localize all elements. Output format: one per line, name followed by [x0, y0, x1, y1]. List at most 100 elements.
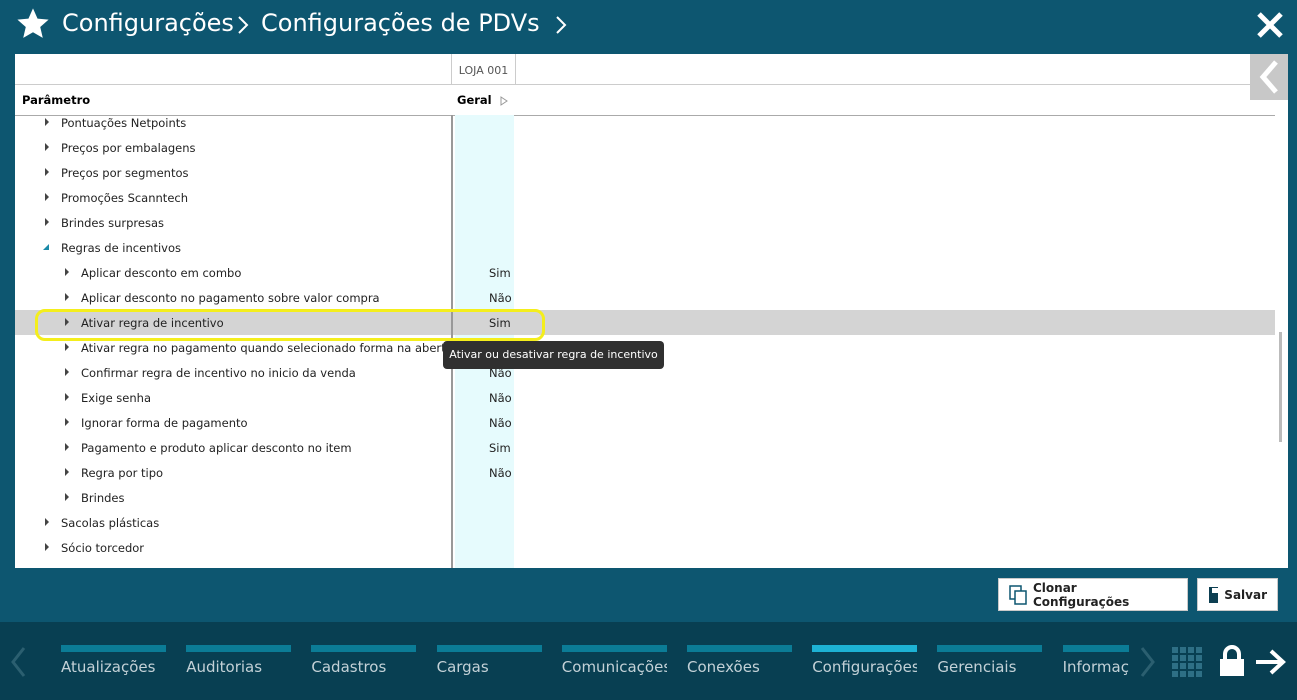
nav-prev[interactable] [8, 646, 28, 678]
tree-row[interactable]: Sacolas plásticas [15, 510, 1275, 535]
expand-arrow[interactable] [63, 367, 71, 377]
tree-row[interactable]: Aplicar desconto em combo Sim [15, 260, 1275, 285]
expand-arrow[interactable] [43, 517, 51, 527]
tab-label: Cadastros [311, 658, 387, 676]
expand-arrow[interactable] [43, 142, 51, 152]
expand-arrow[interactable] [63, 492, 71, 502]
collapse-button[interactable] [1250, 54, 1288, 100]
expand-arrow[interactable] [43, 192, 51, 202]
tree-row[interactable]: Preços por embalagens [15, 135, 1275, 160]
row-value[interactable]: Não [489, 391, 512, 405]
nav-tab[interactable]: Conexões [687, 645, 792, 676]
value-header[interactable]: Geral [457, 93, 492, 107]
expand-arrow[interactable] [63, 267, 71, 277]
expand-arrow[interactable] [63, 442, 71, 452]
row-label: Sócio torcedor [61, 541, 145, 555]
expand-arrow[interactable] [43, 243, 51, 251]
expand-arrow[interactable] [43, 217, 51, 227]
row-value[interactable]: Não [489, 416, 512, 430]
tree-row[interactable]: Promoções Scanntech [15, 185, 1275, 210]
tab-label: Conexões [687, 658, 760, 676]
tab-bar [61, 645, 166, 652]
tree-row[interactable]: Ignorar forma de pagamento Não [15, 410, 1275, 435]
tree-row[interactable]: Regra por tipo Não [15, 460, 1275, 485]
clone-label: Clonar Configurações [1032, 580, 1130, 609]
nav-tab[interactable]: Atualizações [61, 645, 166, 676]
lock-icon[interactable] [1218, 644, 1246, 678]
row-value[interactable]: Não [489, 291, 512, 305]
tree-row[interactable]: Confirmar regra de incentivo no inicio d… [15, 360, 1275, 385]
row-label: Ignorar forma de pagamento [81, 416, 248, 430]
close-button[interactable] [1256, 11, 1284, 39]
nav-tab[interactable]: Cargas [436, 645, 542, 676]
row-label: Preços por embalagens [61, 141, 196, 155]
tree-row[interactable]: Pagamento e produto aplicar desconto no … [15, 435, 1275, 460]
expand-arrow[interactable] [63, 292, 71, 302]
row-label: Pagamento e produto aplicar desconto no … [81, 441, 352, 455]
breadcrumb-item[interactable]: Configurações [62, 9, 234, 37]
tab-label: Configurações [812, 658, 918, 676]
tab-label: Atualizações [61, 658, 156, 676]
collapse-icon [1259, 60, 1278, 94]
clone-button[interactable]: Clonar Configurações [998, 578, 1188, 611]
tree-row[interactable]: Sócio torcedor [15, 535, 1275, 560]
row-label: Regras de incentivos [61, 241, 182, 255]
row-label: Ativar regra de incentivo [81, 316, 224, 330]
nav-tab[interactable]: Cadastros [311, 645, 417, 676]
tree-row[interactable]: Regras de incentivos [15, 235, 1275, 260]
tree-row[interactable]: Preços por segmentos [15, 160, 1275, 185]
nav-tab[interactable]: Comunicações [561, 645, 667, 676]
expand-arrow[interactable] [63, 467, 71, 477]
param-header[interactable]: Parâmetro [22, 93, 91, 107]
row-label: Preços por segmentos [61, 166, 189, 180]
clone-icon [1009, 584, 1027, 605]
row-label: Confirmar regra de incentivo no inicio d… [81, 366, 356, 380]
tab-label: Informaç [1062, 658, 1129, 676]
expand-arrow[interactable] [43, 167, 51, 177]
header: Configurações Configurações de PDVs [0, 0, 1297, 50]
tree-row[interactable]: Brindes surpresas [15, 210, 1275, 235]
save-button[interactable]: Salvar [1197, 578, 1278, 611]
nav-tab[interactable]: Auditorias [186, 645, 292, 676]
expand-arrow[interactable] [43, 117, 51, 127]
logout-icon[interactable] [1254, 649, 1288, 675]
expand-arrow[interactable] [43, 542, 51, 552]
nav-tab[interactable]: Informaç [1062, 645, 1129, 676]
sort-icon [500, 96, 508, 106]
nav-tab[interactable]: Gerenciais [937, 645, 1043, 676]
save-icon [1209, 586, 1219, 603]
scrollbar-thumb[interactable] [1279, 332, 1282, 442]
tree-row[interactable]: Aplicar desconto no pagamento sobre valo… [15, 285, 1275, 310]
row-label: Pontuações Netpoints [61, 116, 187, 130]
tree-row[interactable]: Ativar regra de incentivo Sim [15, 310, 1275, 335]
favorite-icon[interactable] [16, 7, 50, 41]
row-label: Exige senha [81, 391, 151, 405]
row-value[interactable]: Sim [489, 266, 511, 280]
row-value[interactable]: Não [489, 366, 512, 380]
row-value[interactable]: Não [489, 466, 512, 480]
tab-label: Comunicações [561, 658, 667, 676]
nav-tab[interactable]: Configurações [812, 645, 918, 676]
tree-row[interactable]: Brindes [15, 485, 1275, 510]
nav-next[interactable] [1138, 646, 1158, 678]
tree-row[interactable]: Exige senha Não [15, 385, 1275, 410]
row-value[interactable]: Sim [489, 441, 511, 455]
row-label: Regra por tipo [81, 466, 164, 480]
row-value[interactable]: Sim [489, 316, 511, 330]
row-label: Aplicar desconto no pagamento sobre valo… [81, 291, 380, 305]
breadcrumb-item[interactable]: Configurações de PDVs [261, 9, 540, 37]
expand-arrow[interactable] [63, 342, 71, 352]
row-label: Brindes [81, 491, 125, 505]
apps-icon[interactable] [1172, 647, 1204, 679]
tab-bar [937, 645, 1043, 652]
tab-bar [311, 645, 417, 652]
expand-arrow[interactable] [63, 317, 71, 327]
tab-bar [1062, 645, 1129, 652]
expand-arrow[interactable] [63, 392, 71, 402]
tab-bar [436, 645, 542, 652]
row-label: Aplicar desconto em combo [81, 266, 242, 280]
rows: Pontuações Netpoints Preços por embalagen… [15, 110, 1275, 568]
breadcrumb-separator [238, 16, 249, 34]
tree-row[interactable]: Pontuações Netpoints [15, 110, 1275, 135]
expand-arrow[interactable] [63, 417, 71, 427]
